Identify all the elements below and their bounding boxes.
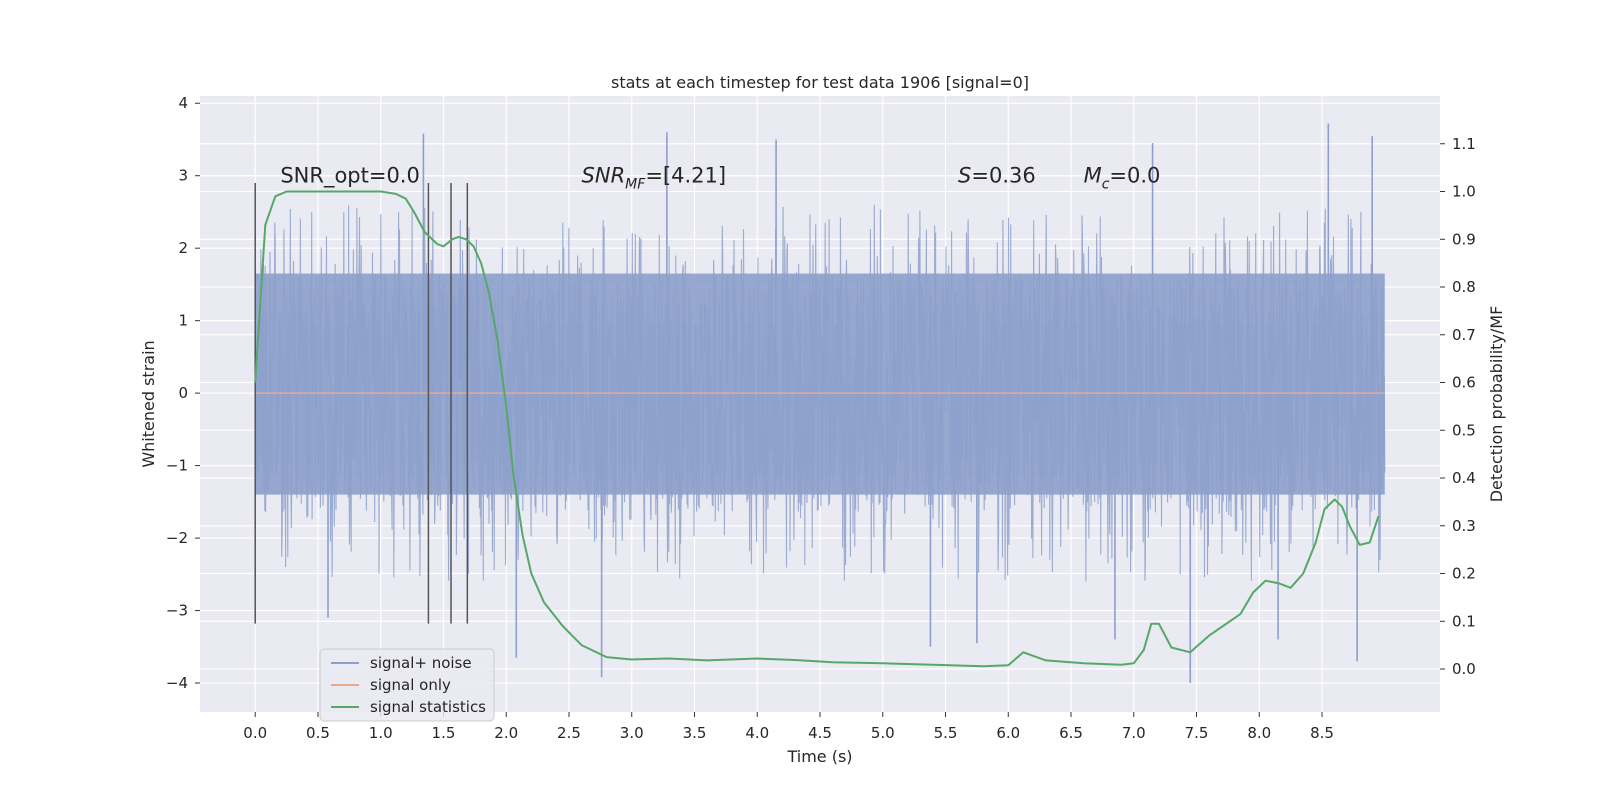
- y2-tick-label: 1.1: [1452, 135, 1476, 153]
- y2-tick-label: 0.6: [1452, 374, 1476, 392]
- y2-tick-label: 0.0: [1452, 660, 1476, 678]
- x-tick-label: 6.0: [996, 724, 1020, 742]
- annotation-snr-mf: SNRMF=[4.21]: [582, 164, 727, 193]
- y2-tick-label: 0.5: [1452, 421, 1476, 439]
- y2-tick-label: 1.0: [1452, 183, 1476, 201]
- y2-tick-label: 0.2: [1452, 565, 1476, 583]
- y-tick-label: −4: [166, 674, 188, 692]
- y-tick-label: 3: [178, 167, 188, 185]
- y2-tick-label: 0.1: [1452, 612, 1476, 630]
- event-markers: [254, 182, 469, 624]
- y2-tick-label: 0.8: [1452, 278, 1476, 296]
- y-tick-label: −3: [166, 602, 188, 620]
- chart-title: stats at each timestep for test data 190…: [611, 73, 1029, 92]
- signal-noise-core-band: [255, 273, 1385, 495]
- annotation-s-value: S=0.36: [958, 164, 1036, 188]
- x-tick-label: 8.5: [1310, 724, 1334, 742]
- x-tick-label: 2.0: [494, 724, 518, 742]
- x-tick-label: 4.5: [808, 724, 832, 742]
- x-tick-label: 3.5: [683, 724, 707, 742]
- y2-tick-label: 0.7: [1452, 326, 1476, 344]
- x-tick-label: 7.0: [1122, 724, 1146, 742]
- y2-tick-label: 0.4: [1452, 469, 1476, 487]
- annotations: SNR_opt=0.0 SNRMF=[4.21] S=0.36 Mc=0.0: [280, 164, 1160, 193]
- y-tick-label: −2: [166, 529, 188, 547]
- x-tick-label: 1.5: [432, 724, 456, 742]
- annotation-snr-opt: SNR_opt=0.0: [280, 164, 420, 189]
- x-axis-label: Time (s): [786, 747, 852, 766]
- signal-noise-series: [254, 123, 1386, 684]
- y-axis-label: Whitened strain: [139, 340, 158, 467]
- x-axis: 0.0 0.5 1.0 1.5 2.0 2.5 3.0 3.5 4.0 4.5 5.0 5.5 6.0 6…: [243, 712, 1334, 742]
- legend-frame: [319, 648, 495, 722]
- y-tick-label: 2: [178, 239, 188, 257]
- legend-label-signal-noise: signal+ noise: [370, 654, 472, 672]
- signal-statistics-series: [254, 190, 1380, 668]
- y-tick-label: 1: [178, 312, 188, 330]
- y-tick-label: 4: [178, 94, 188, 112]
- x-tick-label: 3.0: [620, 724, 644, 742]
- x-tick-label: 6.5: [1059, 724, 1083, 742]
- signal-statistics-line: [254, 190, 1380, 668]
- y-axis-left: −4 −3 −2 −1 0 1 2 3 4: [166, 94, 200, 692]
- x-tick-label: 5.5: [934, 724, 958, 742]
- annotation-mc-value: Mc=0.0: [1084, 164, 1161, 193]
- y-axis-right: 0.0 0.1 0.2 0.3 0.4 0.5 0.6 0.7 0.8 0.9 1.0 1.1: [1440, 135, 1476, 678]
- y2-tick-label: 0.3: [1452, 517, 1476, 535]
- x-tick-label: 0.0: [243, 724, 267, 742]
- y2-tick-label: 0.9: [1452, 230, 1476, 248]
- legend-label-signal-only: signal only: [370, 676, 451, 694]
- x-tick-label: 0.5: [306, 724, 330, 742]
- x-tick-label: 1.0: [369, 724, 393, 742]
- x-tick-label: 4.0: [745, 724, 769, 742]
- x-tick-label: 7.5: [1185, 724, 1209, 742]
- x-tick-label: 8.0: [1247, 724, 1271, 742]
- y-tick-label: 0: [178, 384, 188, 402]
- x-tick-label: 5.0: [871, 724, 895, 742]
- y-tick-label: −1: [166, 457, 188, 475]
- legend-label-signal-statistics: signal statistics: [370, 698, 486, 716]
- legend: signal+ noise signal only signal statist…: [319, 648, 495, 722]
- x-tick-label: 2.5: [557, 724, 581, 742]
- y2-axis-label: Detection probability/MF: [1487, 306, 1506, 503]
